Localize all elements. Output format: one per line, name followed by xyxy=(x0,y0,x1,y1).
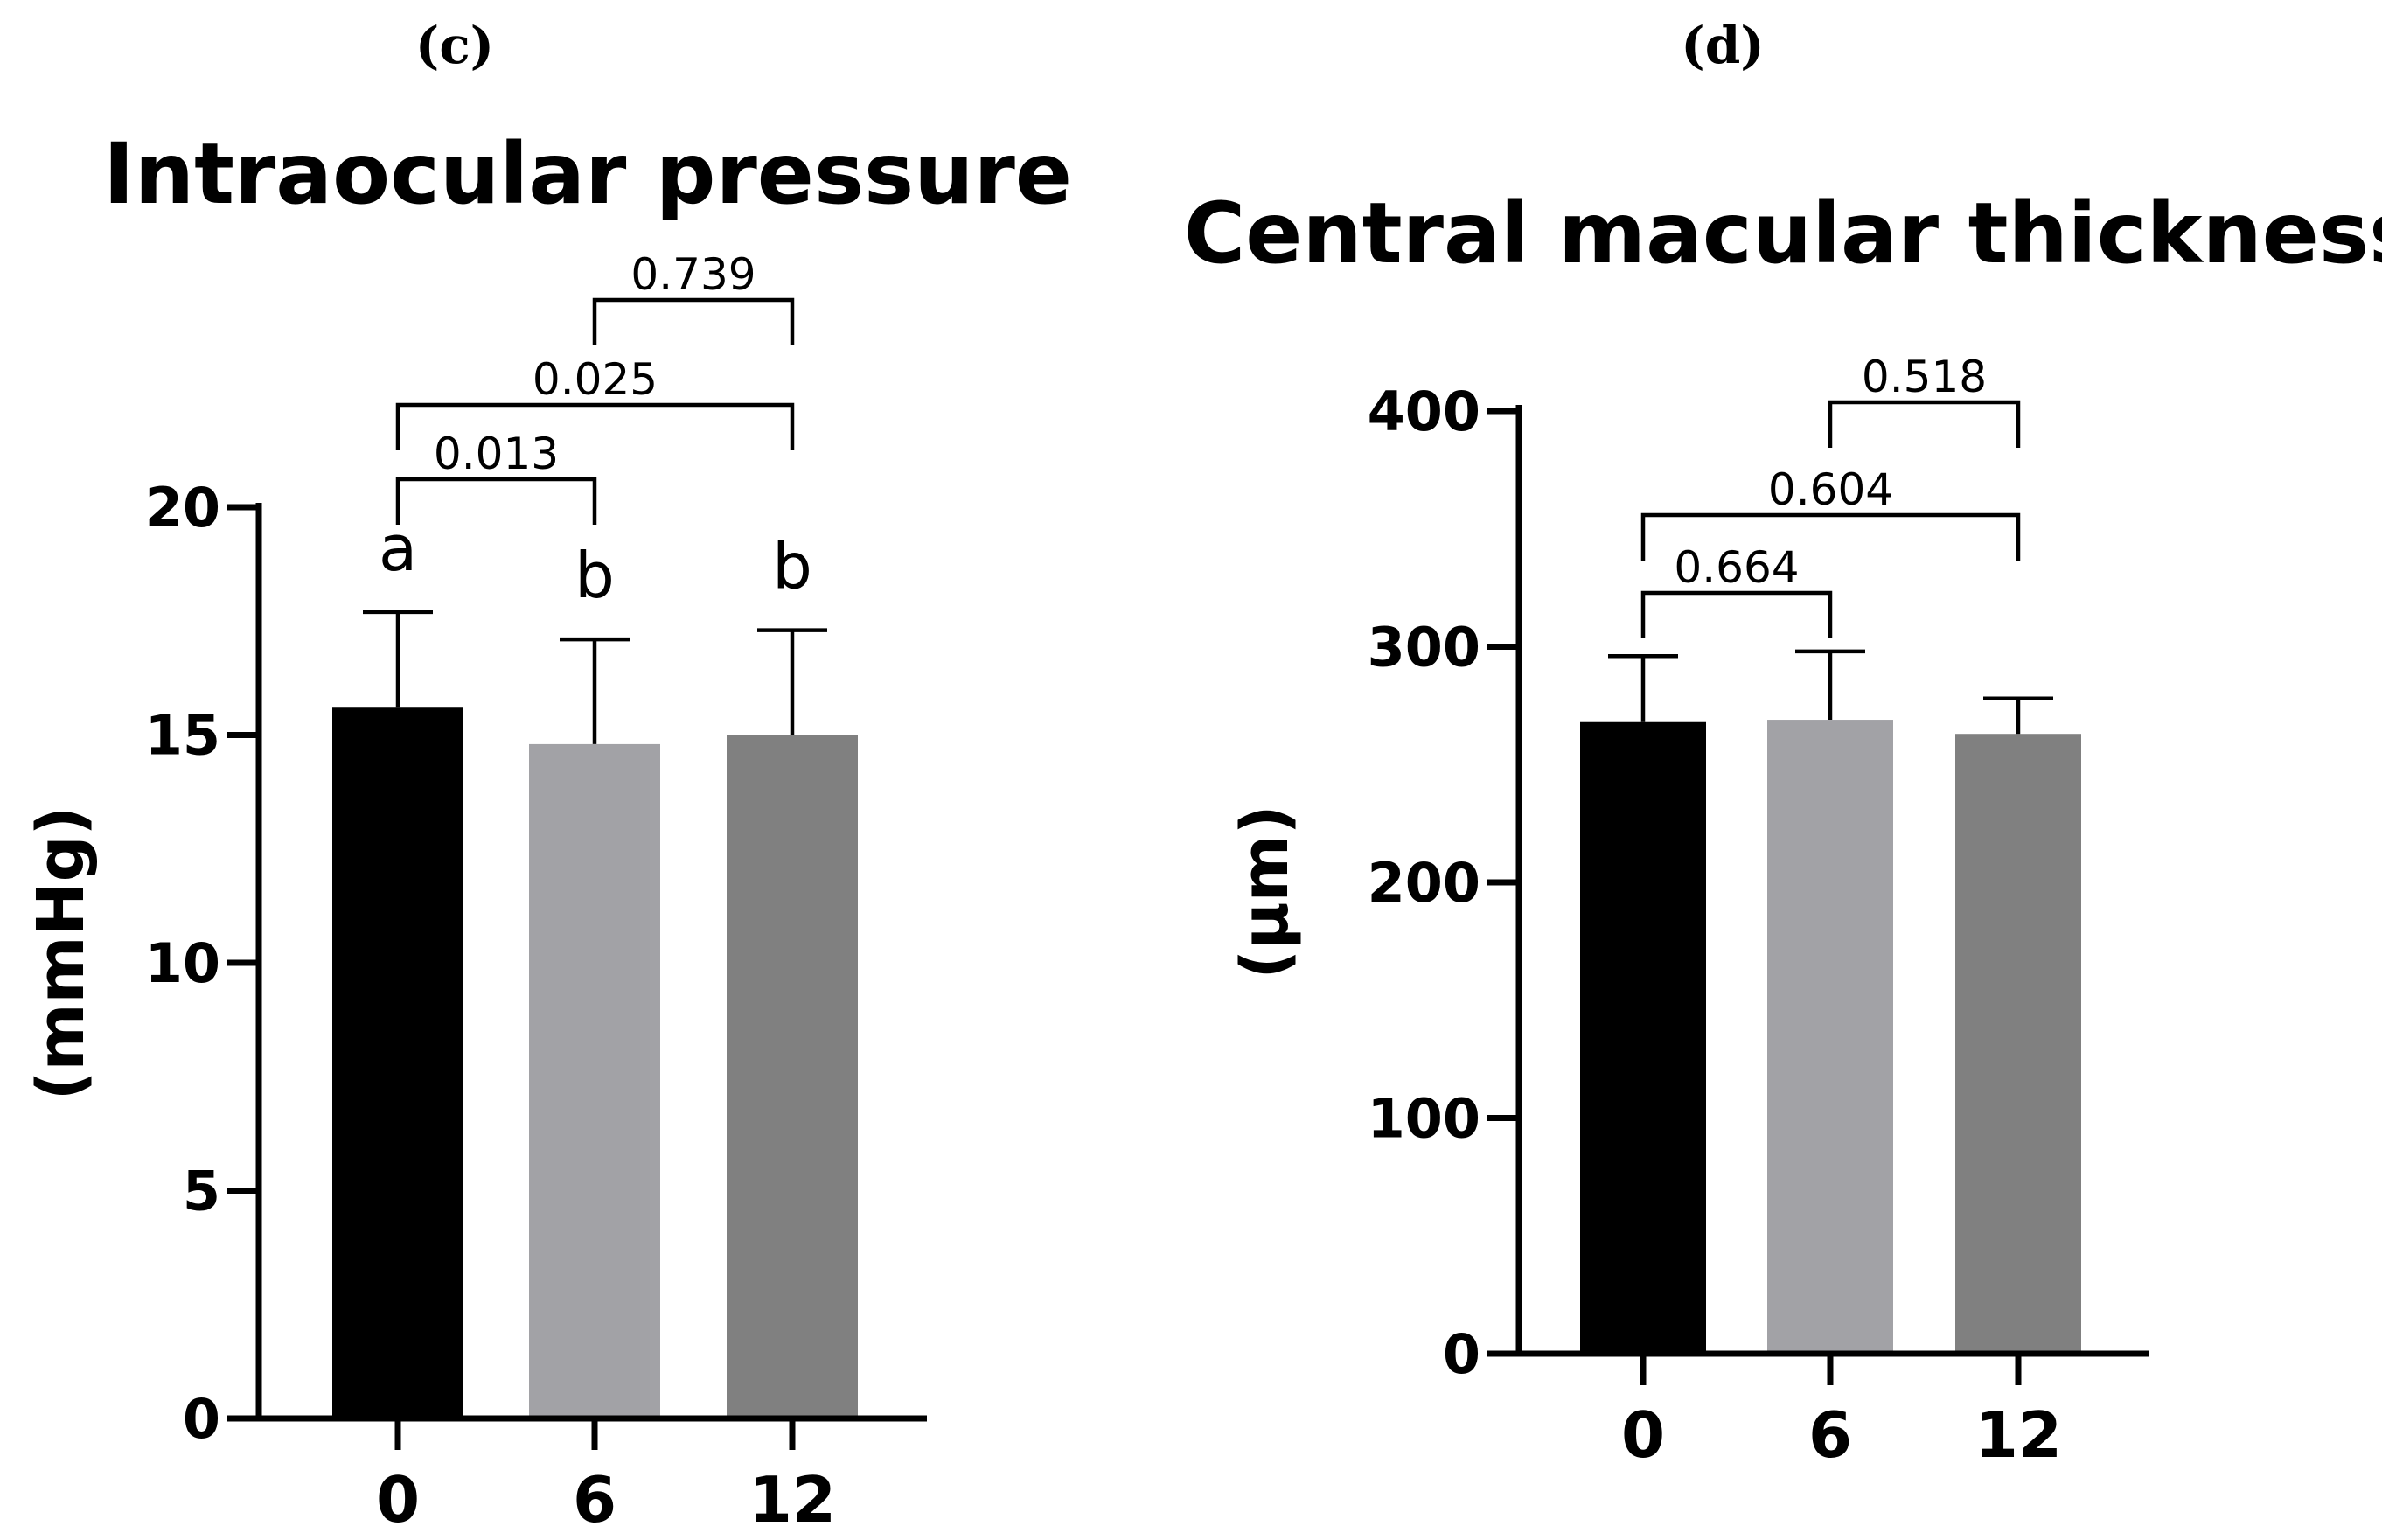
panel-label-d: (d) xyxy=(1681,16,1764,75)
bar-d-12 xyxy=(1955,734,2081,1354)
y-tick-label-c-15: 15 xyxy=(145,704,220,768)
group-letter-c-12: b xyxy=(772,530,812,603)
panel-label-c: (c) xyxy=(415,16,494,75)
bar-c-12 xyxy=(727,735,858,1418)
y-tick-label-c-20: 20 xyxy=(145,476,220,540)
p-value-label-d-0: 0.664 xyxy=(1674,542,1799,593)
error-bar-c-6 xyxy=(560,637,630,744)
error-bar-c-0 xyxy=(363,610,433,708)
y-tick-label-d-0: 0 xyxy=(1443,1322,1480,1386)
x-tick-label-d-6: 6 xyxy=(1808,1398,1852,1472)
chart-title-c: Intraocular pressure xyxy=(103,125,1072,223)
p-value-label-d-2: 0.518 xyxy=(1862,352,1987,402)
y-tick-label-c-10: 10 xyxy=(145,931,220,995)
error-bar-d-6 xyxy=(1795,649,1865,721)
comparison-bracket-d-2: 0.518 xyxy=(1828,352,2021,448)
x-tick-label-c-12: 12 xyxy=(749,1463,836,1537)
p-value-label-d-1: 0.604 xyxy=(1768,464,1893,515)
y-axis-label-d: (µm) xyxy=(1228,805,1303,979)
y-tick-label-d-100: 100 xyxy=(1368,1087,1480,1151)
y-axis-label-c: (mmHg) xyxy=(24,806,99,1101)
error-bar-c-12 xyxy=(757,628,827,735)
p-value-label-c-0: 0.013 xyxy=(434,429,559,479)
comparison-bracket-d-1: 0.604 xyxy=(1640,464,2021,561)
comparison-bracket-c-0: 0.013 xyxy=(395,429,597,525)
error-bar-d-0 xyxy=(1608,654,1678,722)
x-tick-label-d-0: 0 xyxy=(1621,1398,1665,1472)
y-tick-label-c-0: 0 xyxy=(183,1387,220,1451)
comparison-bracket-c-2: 0.739 xyxy=(592,249,795,345)
chart-intraocular-pressure: (c) Intraocular pressure (mmHg) 0 5 10 15 20… xyxy=(24,16,1072,1537)
chart-central-macular-thickness: (d) Central macular thickness (µm) 0 100 2… xyxy=(1184,16,2382,1472)
bar-c-6 xyxy=(529,743,660,1418)
y-tick-label-c-5: 5 xyxy=(183,1160,220,1223)
p-value-label-c-2: 0.739 xyxy=(630,249,756,300)
x-tick-label-c-0: 0 xyxy=(376,1463,420,1537)
bar-d-0 xyxy=(1580,721,1706,1354)
y-tick-label-d-200: 200 xyxy=(1368,851,1480,915)
error-bar-d-12 xyxy=(1983,696,2053,735)
bar-c-0 xyxy=(332,707,463,1418)
chart-title-d: Central macular thickness xyxy=(1184,185,2382,282)
y-tick-label-d-300: 300 xyxy=(1368,616,1480,679)
group-letter-c-6: b xyxy=(575,539,615,612)
bar-d-6 xyxy=(1767,720,1893,1354)
x-tick-label-d-12: 12 xyxy=(1975,1398,2062,1472)
comparison-bracket-c-1: 0.025 xyxy=(395,354,795,450)
p-value-label-c-1: 0.025 xyxy=(533,354,658,405)
x-tick-label-c-6: 6 xyxy=(573,1463,616,1537)
comparison-bracket-d-0: 0.664 xyxy=(1640,542,1833,638)
y-tick-label-d-400: 400 xyxy=(1368,380,1480,443)
